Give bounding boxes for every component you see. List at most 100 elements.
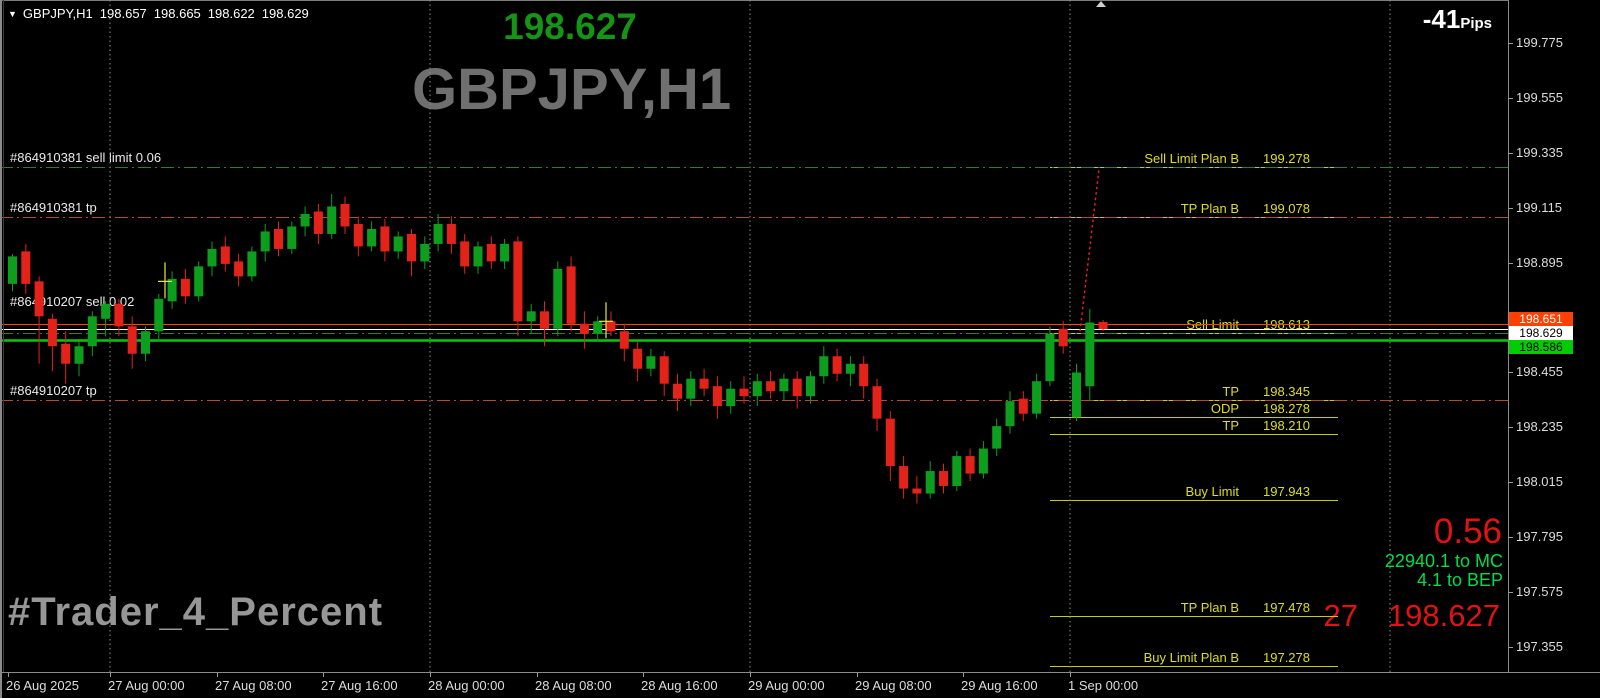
- candle-body-down: [885, 418, 895, 467]
- candle-body-up: [553, 268, 563, 329]
- plan-level-label: Buy Limit 197.943: [1186, 484, 1310, 499]
- collapse-triangle-icon[interactable]: ▼: [8, 9, 17, 19]
- candle-body-up: [141, 331, 150, 354]
- candle-body-down: [486, 243, 496, 262]
- candle-body-down: [313, 211, 323, 234]
- candle-body-up: [8, 256, 17, 284]
- candle-body-up: [819, 356, 829, 377]
- candle-body-up: [287, 226, 297, 249]
- ask-badge: 198.651: [1509, 312, 1573, 326]
- candle-body-down: [579, 323, 589, 334]
- counter-value: 27: [1323, 598, 1358, 633]
- time-axis[interactable]: [0, 672, 1600, 698]
- plan-level-value: 198.345: [1263, 383, 1310, 399]
- position-order-label: #864910381 tp: [10, 199, 97, 215]
- plan-level-name: Buy Limit Plan B: [1143, 650, 1239, 666]
- price-axis-tick-label: 198.015: [1516, 474, 1563, 490]
- candle-body-down: [699, 378, 709, 389]
- time-axis-tick: [1070, 673, 1071, 677]
- window-top-border: [0, 0, 1600, 1]
- candle-body-down: [606, 321, 616, 332]
- candle-body-up: [327, 206, 337, 234]
- candle-body-up: [1005, 401, 1015, 427]
- plan-level-label: Sell Limit 198.613: [1186, 317, 1310, 332]
- time-axis-tick: [8, 673, 9, 677]
- candle-body-up: [1032, 381, 1042, 414]
- pips-unit-label: Pips: [1460, 15, 1492, 32]
- price-value-red: 198.627: [1387, 598, 1500, 633]
- candle-body-down: [460, 241, 470, 267]
- candle-body-down: [619, 331, 629, 349]
- time-axis-tick: [323, 673, 324, 677]
- price-axis-tick: [1508, 263, 1513, 264]
- candle-body-up: [154, 298, 164, 332]
- price-axis-tick-label: 197.795: [1516, 529, 1563, 545]
- candlestick-chart-canvas[interactable]: [0, 0, 1508, 672]
- candle-body-down: [939, 471, 948, 487]
- time-axis-label: 29 Aug 00:00: [748, 678, 825, 693]
- scroll-end-caret-icon[interactable]: [1096, 1, 1106, 7]
- candle-body-up: [752, 381, 762, 397]
- price-axis-tick: [1508, 427, 1513, 428]
- plan-level-label: TP Plan B 197.478: [1181, 600, 1310, 615]
- pips-display: -41Pips: [1423, 4, 1492, 35]
- candle-body-up: [500, 243, 510, 262]
- plan-level-line[interactable]: TP Plan B 199.078: [1050, 199, 1338, 218]
- candle-body-up: [194, 266, 204, 297]
- current-price-display: 198.627: [503, 6, 637, 47]
- plan-level-label: TP 198.345: [1222, 384, 1310, 399]
- symbol-period-label: GBPJPY,H1: [22, 6, 93, 21]
- plan-level-value: 199.278: [1263, 151, 1310, 167]
- plan-level-line[interactable]: TP Plan B 197.478: [1050, 598, 1338, 618]
- symbol-watermark: GBPJPY,H1: [412, 57, 732, 122]
- price-axis-tick: [1508, 372, 1513, 373]
- plan-level-value: 197.278: [1263, 650, 1310, 666]
- candle-body-up: [952, 456, 962, 487]
- plan-level-value: 198.613: [1263, 317, 1310, 333]
- projection-trendline: [1079, 168, 1100, 332]
- time-axis-label: 27 Aug 00:00: [108, 678, 185, 693]
- candle-body-down: [540, 311, 549, 329]
- candle-body-down: [859, 363, 869, 387]
- time-axis-label: 1 Sep 00:00: [1068, 678, 1139, 693]
- price-axis-tick-label: 199.775: [1516, 35, 1563, 50]
- candle-body-up: [992, 426, 1002, 449]
- price-axis-tick: [1508, 208, 1513, 209]
- candle-body-down: [965, 456, 975, 474]
- candle-body-down: [899, 466, 909, 489]
- time-axis-tick: [857, 673, 858, 677]
- price-axis-tick: [1508, 153, 1513, 154]
- bid-badge: 198.629: [1509, 326, 1573, 340]
- candle-body-down: [659, 356, 669, 384]
- plan-level-line[interactable]: Buy Limit 197.943: [1050, 482, 1338, 502]
- plan-level-line[interactable]: ODP 198.278: [1050, 399, 1338, 418]
- candle-body-down: [1018, 398, 1028, 414]
- candle-body-up: [74, 346, 84, 364]
- candle-body-down: [234, 261, 244, 277]
- plan-level-value: 198.278: [1263, 400, 1310, 416]
- candle-body-up: [925, 471, 935, 494]
- plan-level-line[interactable]: Sell Limit Plan B 199.278: [1050, 149, 1338, 169]
- plan-level-line[interactable]: Sell Limit 198.613: [1050, 315, 1338, 335]
- candle-body-down: [127, 326, 137, 354]
- plan-level-value: 198.210: [1263, 417, 1310, 433]
- plan-level-name: TP Plan B: [1180, 200, 1239, 216]
- plan-level-name: TP: [1222, 383, 1239, 399]
- plan-level-label: Sell Limit Plan B 199.278: [1144, 151, 1310, 166]
- price-axis-tick-label: 198.235: [1516, 419, 1563, 435]
- price-axis-tick-label: 199.115: [1516, 199, 1563, 215]
- time-axis-label: 29 Aug 08:00: [855, 678, 932, 693]
- candle-body-down: [61, 343, 71, 364]
- plan-level-line[interactable]: TP 198.210: [1050, 416, 1338, 435]
- plan-level-line[interactable]: Buy Limit Plan B 197.278: [1050, 648, 1338, 668]
- candle-body-down: [220, 246, 230, 264]
- candle-body-up: [779, 378, 789, 392]
- candle-body-down: [633, 348, 643, 369]
- plan-level-name: TP: [1222, 417, 1239, 433]
- price-axis-tick: [1508, 98, 1513, 99]
- time-axis-tick: [110, 673, 111, 677]
- price-axis-tick: [1508, 482, 1513, 483]
- time-axis-tick: [643, 673, 644, 677]
- plan-level-value: 197.478: [1263, 600, 1310, 616]
- margin-call-distance: 22940.1 to MC: [1384, 551, 1503, 571]
